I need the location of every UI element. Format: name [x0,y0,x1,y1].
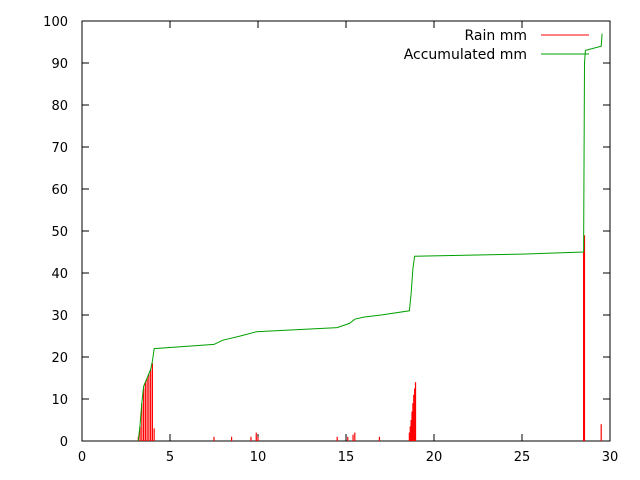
y-tick-label: 50 [51,225,68,240]
legend-label-rain: Rain mm [465,28,528,44]
y-tick-label: 100 [43,15,68,30]
y-tick-label: 0 [60,435,68,450]
plot-frame [81,20,611,442]
y-tick-label: 60 [51,183,68,198]
y-tick-label: 90 [51,57,68,72]
y-tick-label: 70 [51,141,68,156]
y-tick-label: 80 [51,99,68,114]
y-tick-label: 40 [51,267,68,282]
x-tick-label: 5 [166,450,174,465]
x-tick-label: 10 [250,450,267,465]
accumulated-series [137,33,603,442]
x-tick-label: 15 [338,450,355,465]
y-tick-label: 20 [51,351,68,366]
x-tick-label: 30 [602,450,619,465]
y-tick-label: 30 [51,309,68,324]
x-tick-label: 0 [78,450,86,465]
legend: Rain mm Accumulated mm [404,28,589,63]
axis-ticks: 0 10 20 30 40 50 60 70 80 90 100 0 5 10 15 20 25 30 [43,15,618,465]
accumulated-line [137,33,603,442]
rain-series [137,235,602,441]
legend-label-accumulated: Accumulated mm [404,47,527,63]
x-tick-label: 20 [426,450,443,465]
x-tick-label: 25 [514,450,531,465]
y-tick-label: 10 [51,393,68,408]
